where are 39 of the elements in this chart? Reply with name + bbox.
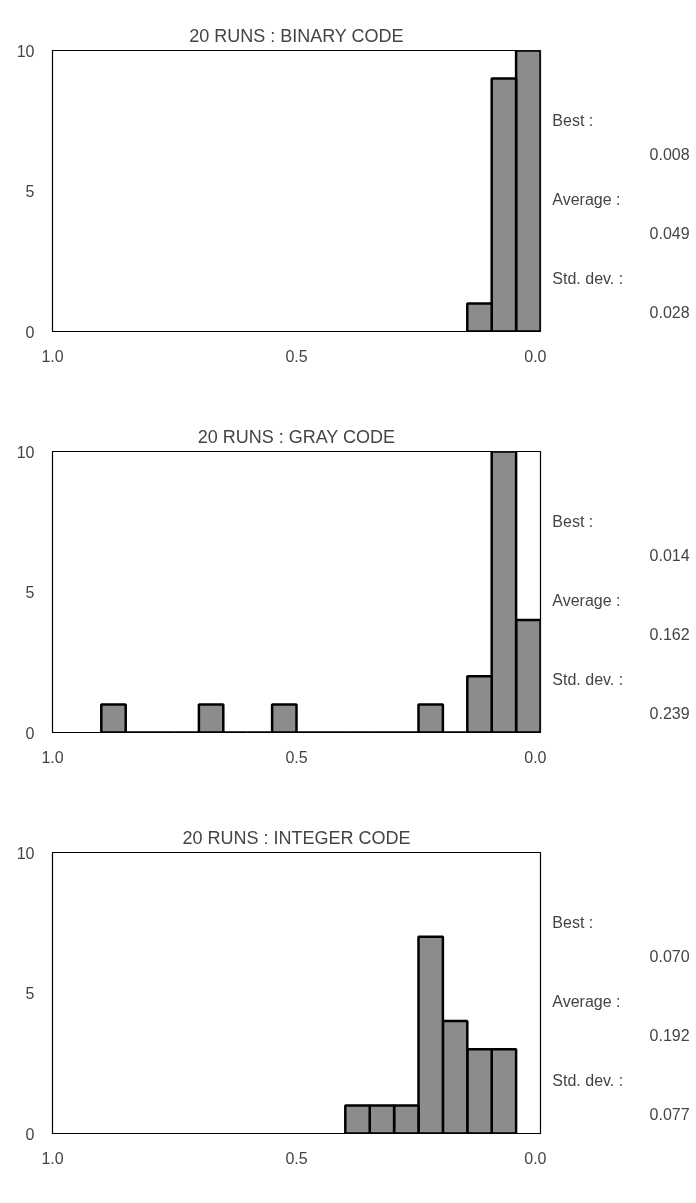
text: Best : bbox=[552, 513, 594, 531]
text: 0.239 bbox=[649, 704, 690, 722]
chart-title: 20 RUNS : INTEGER CODE bbox=[182, 827, 411, 848]
y-tick-label: 0 bbox=[25, 1125, 35, 1143]
text: Std. dev. : bbox=[552, 670, 624, 688]
y-tick-label: 5 bbox=[25, 584, 35, 601]
y-tick-label: 0 bbox=[25, 323, 35, 341]
text: Average : bbox=[552, 992, 621, 1010]
y-tick-label: 5 bbox=[25, 985, 35, 1002]
text: 0.070 bbox=[649, 948, 690, 966]
text: Std. dev. : bbox=[552, 1071, 624, 1089]
x-tick-label: 1.0 bbox=[41, 1149, 64, 1167]
text: 0.077 bbox=[649, 1105, 690, 1123]
text: 0.192 bbox=[649, 1027, 690, 1045]
text: Std. dev. : bbox=[552, 269, 624, 287]
x-tick-label: 0.0 bbox=[524, 748, 547, 766]
x-tick-label: 0.5 bbox=[285, 748, 308, 766]
text: 0.028 bbox=[649, 303, 690, 321]
chart-title: 20 RUNS : BINARY CODE bbox=[189, 25, 404, 46]
text: 0.049 bbox=[649, 225, 690, 243]
text: Best : bbox=[552, 112, 594, 130]
text: 0.008 bbox=[649, 146, 690, 164]
y-tick-label: 10 bbox=[16, 443, 35, 461]
x-tick-label: 0.5 bbox=[285, 1149, 308, 1167]
text: Average : bbox=[552, 190, 621, 208]
y-tick-label: 0 bbox=[25, 724, 35, 742]
text: Average : bbox=[552, 591, 621, 609]
y-tick-label: 10 bbox=[16, 844, 35, 862]
chart-title: 20 RUNS : GRAY CODE bbox=[197, 426, 396, 447]
text: 0.162 bbox=[649, 626, 690, 644]
y-tick-label: 10 bbox=[16, 42, 35, 60]
text: 0.014 bbox=[649, 547, 690, 565]
x-tick-label: 1.0 bbox=[41, 748, 64, 766]
x-tick-label: 0.5 bbox=[285, 347, 308, 365]
y-tick-label: 5 bbox=[25, 183, 35, 200]
x-tick-label: 0.0 bbox=[524, 1149, 547, 1167]
x-tick-label: 1.0 bbox=[41, 347, 64, 365]
x-tick-label: 0.0 bbox=[524, 347, 547, 365]
text: Best : bbox=[552, 914, 594, 932]
